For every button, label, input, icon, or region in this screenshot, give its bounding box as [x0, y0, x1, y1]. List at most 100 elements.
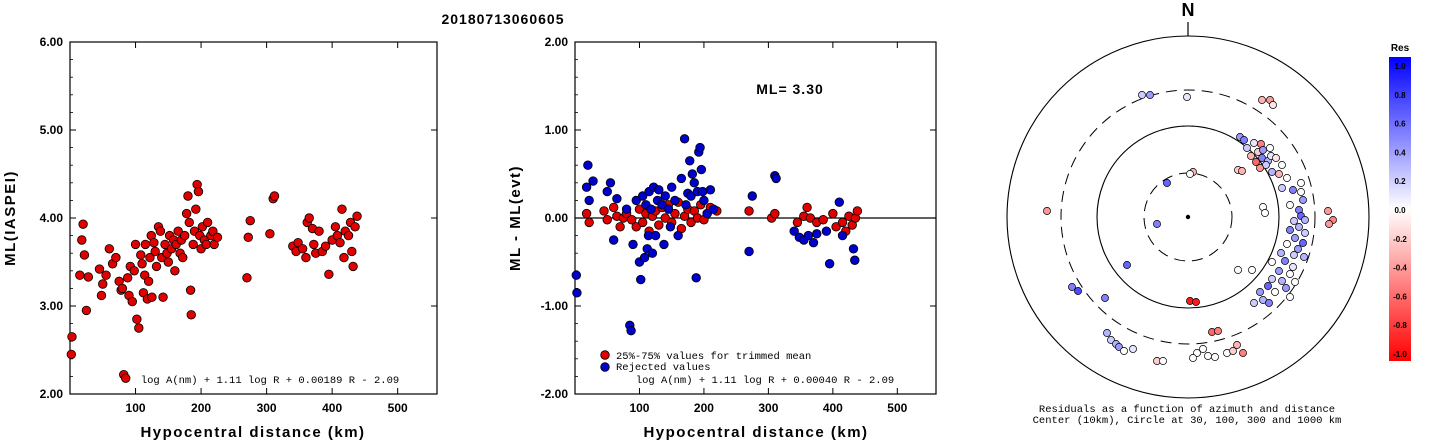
polar-station-point	[1264, 282, 1272, 290]
plot2-point-rejected	[705, 185, 716, 195]
polar-station-point	[1286, 226, 1294, 234]
polar-station-point	[1286, 293, 1294, 301]
polar-station-point	[1163, 179, 1171, 187]
polar-station-point	[1324, 207, 1332, 215]
plot2-point-rejected	[812, 229, 822, 239]
plot2-formula: log A(nm) + 1.11 log R + 0.00040 R - 2.0…	[636, 375, 894, 387]
plot1-point	[265, 229, 275, 239]
plot2-point-rejected	[689, 178, 699, 188]
polar-station-point	[1229, 347, 1237, 355]
plot2-point-rejected	[659, 239, 669, 250]
plot1-x-tick-label: 100	[126, 401, 146, 415]
colorbar-tick-label: 0.0	[1394, 206, 1406, 215]
plot2-point-trimmed	[818, 215, 828, 225]
plot1-point	[324, 269, 334, 280]
plot2-point-trimmed	[744, 206, 754, 216]
plot1-points	[66, 179, 362, 383]
plot1-point	[117, 283, 128, 294]
plot1-point	[186, 310, 196, 320]
plot1-point	[77, 235, 87, 245]
plot2-x-axis-label: Hypocentral distance (km)	[643, 424, 868, 441]
plot1-point	[297, 244, 308, 254]
plot1-point	[179, 230, 190, 241]
plot2-x-ticks: 100 200 300 400 500	[629, 42, 908, 415]
polar-station-point	[1301, 229, 1309, 237]
plot1-point	[136, 250, 146, 260]
plot1-point	[185, 285, 196, 295]
polar-station-point	[1268, 258, 1276, 266]
polar-station-point	[1325, 220, 1333, 228]
plot2-point-rejected	[666, 182, 677, 192]
ring-1000km	[1006, 35, 1370, 399]
plot1-x-tick-label: 300	[257, 401, 277, 415]
polar-station-point	[1297, 179, 1305, 187]
plot1-point	[193, 186, 204, 197]
plot1-point	[191, 204, 201, 214]
plot2-point-rejected	[673, 230, 683, 241]
polar-station-point	[1123, 261, 1131, 269]
plot1-point	[181, 208, 192, 219]
plot1-point	[269, 191, 280, 201]
plot2-point-rejected	[771, 173, 781, 184]
plot2-point-rejected	[663, 204, 674, 214]
plot2-point-rejected	[691, 273, 701, 283]
plot2-point-rejected	[605, 178, 616, 188]
polar-station-point	[1120, 347, 1128, 355]
plot1-point	[242, 273, 252, 283]
plot2-y-ticks: -2.00 -1.00 0.00 1.00 2.00	[541, 35, 936, 401]
polar-station-point	[1272, 154, 1280, 162]
polar-station-point	[1247, 152, 1255, 160]
plot1-point	[151, 261, 162, 272]
plot2-point-trimmed	[686, 217, 696, 228]
plot2-point-rejected	[657, 200, 667, 210]
polar-station-point	[1300, 253, 1308, 261]
polar-caption-line1: Residuals as a function of azimuth and d…	[1039, 404, 1335, 416]
plot2-point-trimmed	[837, 217, 848, 228]
plot1-y-ticks: 2.00 3.00 4.00 5.00 6.00	[40, 35, 437, 401]
polar-station-point	[1138, 91, 1146, 99]
plot2-point-trimmed	[805, 213, 815, 223]
polar-points	[1043, 91, 1337, 365]
panel-polar-residuals: N Residuals as a function of azimuth and…	[1006, 0, 1370, 427]
polar-station-point	[1074, 287, 1082, 295]
ring-100km	[1096, 125, 1280, 309]
plot1-point	[320, 241, 331, 251]
polar-station-point	[1159, 357, 1167, 365]
plot2-point-rejected	[696, 164, 707, 175]
colorbar-tick-label: 0.6	[1394, 120, 1406, 129]
plot2-point-trimmed	[792, 217, 803, 228]
plot2-x-tick-label: 500	[887, 401, 907, 415]
figure-title: 20180713060605	[441, 11, 564, 27]
polar-station-point	[1277, 249, 1285, 257]
polar-station-point	[1299, 196, 1307, 204]
polar-station-point	[1250, 139, 1258, 147]
plot2-point-rejected	[612, 193, 622, 204]
polar-station-point	[1183, 93, 1191, 101]
plot2-point-rejected	[850, 255, 860, 265]
polar-station-point	[1275, 267, 1283, 275]
polar-station-point	[1146, 91, 1154, 99]
plot2-point-rejected	[824, 259, 835, 269]
plot1-point	[245, 215, 255, 226]
plot2-point-rejected	[572, 288, 582, 298]
polar-station-point	[1214, 327, 1222, 335]
plot1-point	[155, 226, 166, 236]
plot2-x-tick-label: 200	[694, 401, 714, 415]
polar-station-point	[1282, 284, 1290, 292]
colorbar-tick-label: 0.4	[1394, 148, 1406, 157]
colorbar-tick-label: -0.8	[1393, 321, 1407, 330]
polar-station-point	[1189, 354, 1197, 362]
legend-label-trimmed: 25%-75% values for trimmed mean	[616, 351, 811, 363]
plot1-point	[314, 226, 324, 236]
polar-station-point	[1243, 144, 1251, 152]
panel-ml-residual: 100 200 300 400 500 -2.00 -1.00 0.00 1.00 2.00 M…	[507, 35, 937, 441]
plot1-point	[158, 292, 168, 302]
plot1-point	[178, 252, 188, 263]
polar-station-point	[1101, 294, 1109, 302]
plot1-point	[352, 211, 362, 221]
panel-ml-iaspei: 100 200 300 400 500 2.00 3.00 4.00 5.00 6.00 log…	[2, 35, 438, 441]
polar-station-point	[1268, 168, 1276, 176]
plot1-x-tick-label: 200	[191, 401, 211, 415]
polar-station-point	[1297, 188, 1305, 196]
plot2-point-rejected	[636, 274, 646, 285]
